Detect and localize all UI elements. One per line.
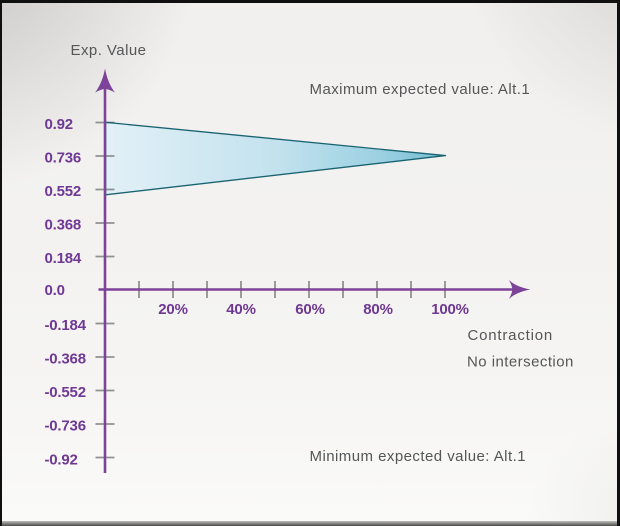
svg-text:Maximum expected value: Alt.1: Maximum expected value: Alt.1 (310, 81, 531, 98)
svg-text:0.0: 0.0 (45, 282, 65, 299)
svg-text:0.736: 0.736 (45, 150, 82, 167)
svg-text:60%: 60% (295, 301, 324, 318)
svg-text:-0.368: -0.368 (45, 351, 86, 368)
svg-text:No intersection: No intersection (467, 354, 574, 371)
svg-text:40%: 40% (226, 301, 255, 318)
svg-text:-0.92: -0.92 (45, 452, 78, 469)
svg-text:-0.552: -0.552 (45, 384, 86, 401)
svg-text:100%: 100% (431, 301, 469, 318)
svg-text:-0.736: -0.736 (45, 418, 86, 435)
svg-text:Contraction: Contraction (468, 327, 554, 344)
svg-text:80%: 80% (363, 301, 392, 318)
svg-text:20%: 20% (158, 301, 187, 318)
svg-text:0.92: 0.92 (45, 116, 73, 133)
svg-text:0.552: 0.552 (45, 183, 82, 200)
svg-text:-0.184: -0.184 (45, 317, 87, 334)
svg-text:0.368: 0.368 (45, 217, 82, 234)
svg-text:0.184: 0.184 (45, 250, 82, 267)
svg-text:Exp. Value: Exp. Value (71, 42, 147, 59)
svg-text:Minimum expected value: Alt.1: Minimum expected value: Alt.1 (310, 448, 526, 465)
